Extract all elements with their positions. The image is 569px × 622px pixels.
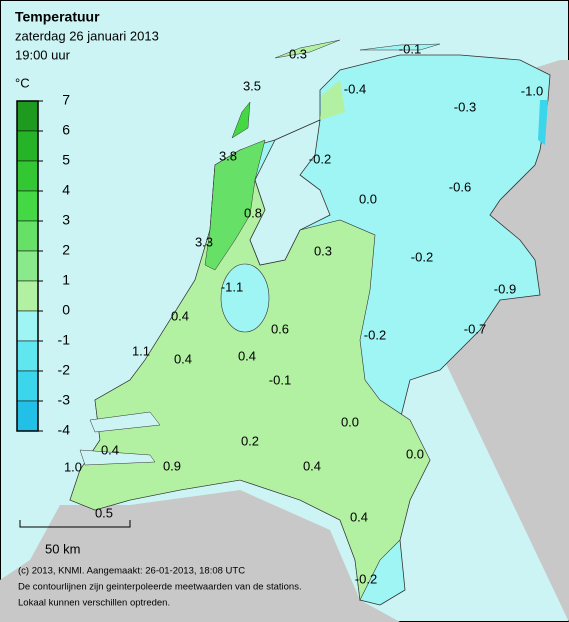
ijsselmeer <box>249 119 331 266</box>
zeeland-water <box>79 411 161 466</box>
station-value: -0.4 <box>344 81 366 96</box>
station-value: 0.5 <box>95 505 113 520</box>
legend-tick-label: -3 <box>58 392 71 408</box>
scale-bar <box>19 520 131 528</box>
island <box>274 39 341 59</box>
legend-swatch <box>16 130 39 162</box>
legend-swatch <box>16 340 39 372</box>
legend-tick-label: 6 <box>62 122 70 138</box>
cold-spot <box>538 100 548 145</box>
station-value: -0.1 <box>269 372 291 387</box>
station-value: 0.4 <box>303 458 321 473</box>
legend-swatch <box>16 220 39 252</box>
footer-line: Lokaal kunnen verschillen optreden. <box>18 598 170 609</box>
station-value: -0.1 <box>399 41 421 56</box>
legend-tick-label: 1 <box>62 272 70 288</box>
station-value: -0.2 <box>364 327 386 342</box>
station-value: 1.0 <box>64 459 82 474</box>
legend-unit: °C <box>15 75 30 90</box>
station-value: 0.9 <box>163 458 181 473</box>
legend-swatch <box>16 160 39 192</box>
station-value: 3.3 <box>195 234 213 249</box>
station-value: 0.0 <box>406 446 424 461</box>
station-value: 0.4 <box>174 351 192 366</box>
date: zaterdag 26 januari 2013 <box>15 28 159 43</box>
station-value: -1.0 <box>521 83 543 98</box>
footer-line: (c) 2013, KNMI. Aangemaakt: 26-01-2013, … <box>18 566 245 577</box>
station-value: -1.1 <box>221 279 243 294</box>
legend-swatch <box>16 280 39 312</box>
texel <box>231 101 251 139</box>
friesland-mild <box>320 80 345 120</box>
title: Temperatuur <box>15 9 100 25</box>
station-value: 0.3 <box>314 243 332 258</box>
legend-tick-label: 7 <box>62 92 70 108</box>
legend-tick-label: 2 <box>62 242 70 258</box>
station-value: 0.3 <box>289 46 307 61</box>
cold-pocket <box>220 263 270 333</box>
station-value: -0.9 <box>494 281 516 296</box>
legend-swatch <box>16 310 39 342</box>
station-value: -0.2 <box>355 571 377 586</box>
station-value: 0.0 <box>341 414 359 429</box>
station-value: 1.1 <box>132 343 150 358</box>
legend: 7 6 5 4 3 2 1 0 -1 -2 -3 -4 <box>16 92 71 438</box>
legend-tick-label: 5 <box>62 152 70 168</box>
station-value: 3.8 <box>219 148 237 163</box>
stations: 0.3 -0.1 -0.4 -1.0 3.5 -0.3 3.8 -0.2 -0.… <box>64 41 543 586</box>
island <box>359 43 441 51</box>
legend-swatch <box>16 250 39 282</box>
station-value: 0.0 <box>359 191 377 206</box>
legend-tick-label: -2 <box>58 362 71 378</box>
station-value: 3.5 <box>243 78 261 93</box>
scale-label: 50 km <box>45 541 80 556</box>
legend-frame <box>16 100 39 432</box>
coast-warm <box>204 139 266 271</box>
station-value: -0.2 <box>309 151 331 166</box>
station-value: -0.6 <box>449 179 471 194</box>
station-value: -0.3 <box>454 99 476 114</box>
station-value: 0.2 <box>241 433 259 448</box>
legend-tick-label: 3 <box>62 212 70 228</box>
legend-swatch <box>16 370 39 402</box>
station-value: 0.8 <box>244 205 262 220</box>
station-value: -0.2 <box>411 249 433 264</box>
footer-line: De contourlijnen zijn geinterpoleerde me… <box>18 582 302 593</box>
station-value: 0.4 <box>171 308 189 323</box>
station-value: 0.4 <box>238 348 256 363</box>
legend-tick-label: 4 <box>62 182 70 198</box>
station-value: 0.6 <box>271 321 289 336</box>
station-value: 0.4 <box>101 442 119 457</box>
legend-tick-label: 0 <box>62 302 70 318</box>
legend-swatch <box>16 400 39 432</box>
station-value: 0.4 <box>350 509 368 524</box>
time: 19:00 uur <box>15 47 71 62</box>
legend-swatch <box>16 100 39 132</box>
legend-tick-label: -4 <box>58 422 71 438</box>
legend-swatch <box>16 190 39 222</box>
legend-tick-label: -1 <box>58 332 71 348</box>
station-value: -0.7 <box>464 321 486 336</box>
